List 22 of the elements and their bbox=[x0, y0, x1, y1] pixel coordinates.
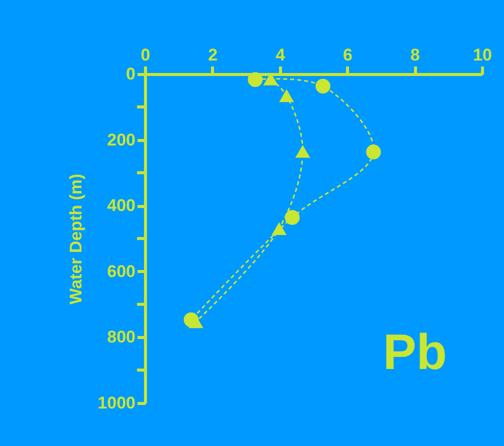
x-tick-label: 4 bbox=[276, 46, 286, 64]
x-tick-label: 2 bbox=[208, 46, 218, 64]
point bbox=[272, 222, 287, 236]
point bbox=[284, 210, 300, 225]
annotation: Pb bbox=[383, 324, 447, 380]
point bbox=[248, 72, 263, 87]
x-tick-label: 10 bbox=[473, 46, 492, 64]
y-axis-title: Water Depth (m) bbox=[66, 174, 86, 304]
y-tick-label: 0 bbox=[126, 64, 136, 84]
point bbox=[279, 89, 294, 102]
point bbox=[366, 144, 381, 160]
point bbox=[316, 78, 330, 94]
y-tick-label: 200 bbox=[107, 130, 136, 150]
y-tick-label: 400 bbox=[107, 196, 136, 216]
x-tick-label: 6 bbox=[342, 46, 352, 64]
y-tick-label: 1000 bbox=[98, 394, 136, 412]
y-tick-label: 600 bbox=[107, 262, 136, 281]
y-tick-label: 800 bbox=[107, 328, 136, 347]
x-tick-label: 0 bbox=[140, 46, 150, 64]
x-tick-label: 8 bbox=[410, 46, 420, 64]
point bbox=[295, 144, 310, 158]
point bbox=[263, 72, 278, 86]
